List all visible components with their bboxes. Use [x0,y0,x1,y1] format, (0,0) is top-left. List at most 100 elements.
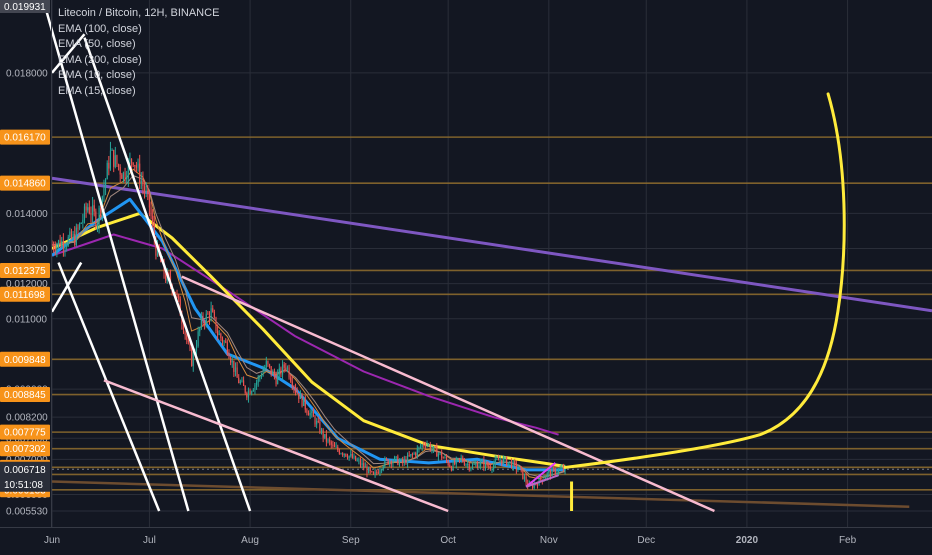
candle-body [363,463,365,468]
candle-body [447,460,449,466]
candle-body [558,468,560,473]
price-tick-label: 0.018000 [6,68,48,79]
candle-body [147,190,149,193]
candle-body [140,180,142,183]
candle-body [143,186,146,193]
candle-body [512,461,514,468]
candle-body [150,207,152,216]
candle-body [69,231,71,238]
candle-body [413,453,415,455]
candle-body [281,364,284,375]
candle-body [121,174,123,179]
candle-body [244,385,246,394]
candle-body [390,461,392,465]
candle-body [402,458,404,463]
candle-body [230,358,232,363]
candle-body [103,187,105,197]
candle-body [83,206,86,220]
candle-body [54,248,56,251]
candle-body [108,162,110,169]
drawn-white-line [50,261,83,313]
candle-body [343,453,345,455]
candle-body [470,468,472,470]
candle-body [277,373,279,385]
candle-body [415,453,417,456]
candle-body [130,158,133,163]
time-tick-label: Jun [44,535,60,546]
candle-body [239,381,241,384]
candle-body [520,467,522,470]
candle-body [504,457,506,459]
candle-body [387,459,389,465]
level-price-tag-bg [0,286,50,302]
candle-body [556,472,558,474]
candle-body [340,453,342,455]
candle-body [259,376,261,378]
drawn-white-line [83,37,252,512]
candle-body [488,465,490,467]
purple-trendline [51,176,932,313]
candle-body [88,207,90,214]
wedge-lower-line [525,474,559,488]
candle-body [483,460,485,468]
candle-body [355,455,357,461]
candle-body [174,291,176,294]
candle-body [454,461,456,465]
candle-body [62,241,64,249]
candle-body [476,463,478,469]
candle-body [142,180,144,187]
candle-body [247,390,250,398]
candle-body [394,456,396,461]
candle-body [109,150,112,169]
candle-body [514,461,516,463]
candle-body [410,454,412,457]
candle-body [395,456,397,458]
candle-body [366,466,368,474]
candle-body [293,386,295,388]
candle-body [184,332,186,335]
candle-body [61,241,63,247]
candle-body [437,453,439,457]
candle-body [385,458,388,460]
candle-body [100,207,102,213]
candle-body [59,240,61,247]
current-price-label: 0.006718 [4,465,46,476]
candle-body [342,453,344,455]
price-tick-label: 0.005530 [6,507,48,518]
candle-body [358,460,360,462]
candle-body [317,421,319,423]
candle-body [220,333,222,339]
candle-body [416,448,418,456]
time-axis-bg [0,527,932,550]
candle-body [249,390,251,394]
candle-body [272,371,274,375]
candle-body [186,334,188,340]
candle-body [268,364,271,367]
candle-body [381,469,383,471]
candle-body [497,459,500,461]
candle-body [536,483,539,486]
candle-body [66,245,68,248]
candle-body [337,446,339,451]
candle-body [70,231,73,239]
candle-body [346,456,349,459]
countdown-label: 10:51:08 [4,480,43,491]
candle-body [486,461,488,466]
candle-body [135,165,137,168]
candle-body [260,376,263,378]
candle-body [462,457,464,462]
candle-body [525,476,527,483]
candle-body [270,366,272,375]
candle-body [392,460,394,465]
candle-body [165,273,167,281]
candle-body [182,323,185,333]
top-price-tag: 0.019931 [4,2,46,13]
candle-body [481,460,483,462]
candle-body [197,331,199,346]
candle-body [489,466,491,470]
candle-body [56,244,58,251]
price-tick-label: 0.008200 [6,413,48,424]
candle-body [377,472,379,474]
